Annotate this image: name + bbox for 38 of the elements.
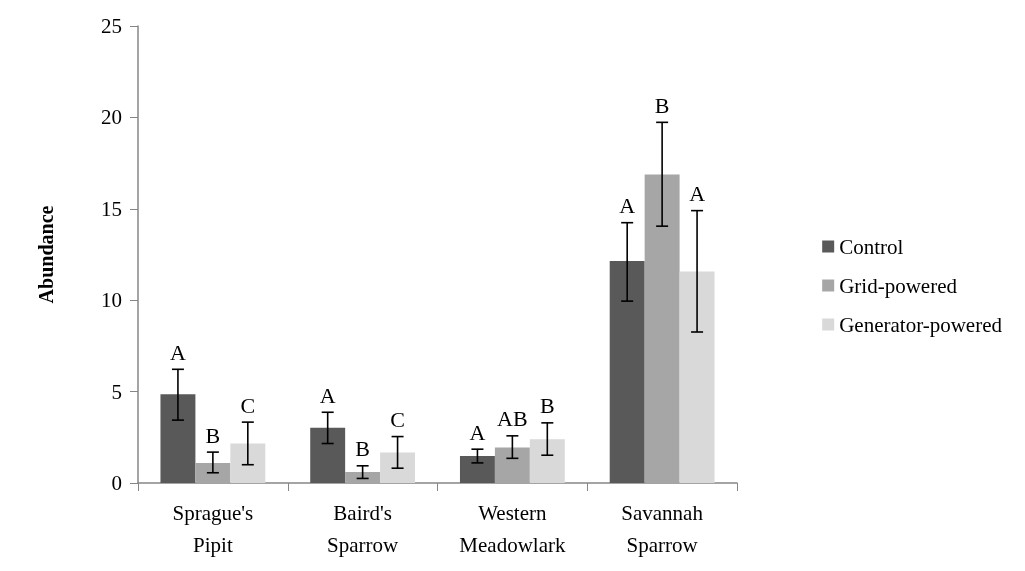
y-tick-label: 15	[101, 196, 122, 221]
bar	[644, 174, 680, 483]
x-tick-label: Sprague's Pipit	[172, 501, 254, 557]
legend-label: Control	[839, 234, 904, 259]
data-label: A	[169, 339, 186, 365]
data-label: B	[355, 436, 370, 462]
bar	[494, 447, 530, 483]
data-label: B	[205, 422, 221, 448]
bar	[459, 455, 495, 483]
x-tick-label: Savannah Sparrow	[621, 501, 704, 557]
bar	[529, 439, 565, 483]
data-label: C	[240, 392, 256, 418]
y-tick-label: 10	[101, 288, 122, 313]
bar	[160, 394, 196, 483]
bar	[230, 443, 266, 483]
y-tick-label: 20	[101, 105, 122, 130]
y-axis-title: Abundance	[35, 205, 57, 304]
bar	[380, 452, 416, 483]
legend-label: Generator-powered	[839, 312, 1003, 337]
bar	[679, 271, 715, 483]
data-label: AB	[497, 406, 528, 432]
bar	[310, 427, 346, 483]
data-label: B	[654, 92, 670, 118]
data-label: B	[539, 393, 555, 419]
y-tick-label: 0	[111, 471, 122, 495]
y-tick-label: 5	[111, 379, 122, 404]
y-tick-label: 25	[101, 14, 122, 38]
data-label: C	[390, 407, 405, 433]
x-tick-label: Baird's Sparrow	[327, 501, 400, 557]
legend-label: Grid-powered	[839, 273, 958, 298]
bar	[195, 462, 231, 483]
data-label: A	[689, 181, 706, 207]
bar	[345, 472, 381, 483]
data-label: A	[319, 382, 336, 408]
bar	[609, 261, 645, 483]
x-tick-label: Western Meadowlark	[459, 501, 566, 557]
data-label: A	[469, 419, 486, 445]
data-label: A	[619, 193, 636, 219]
